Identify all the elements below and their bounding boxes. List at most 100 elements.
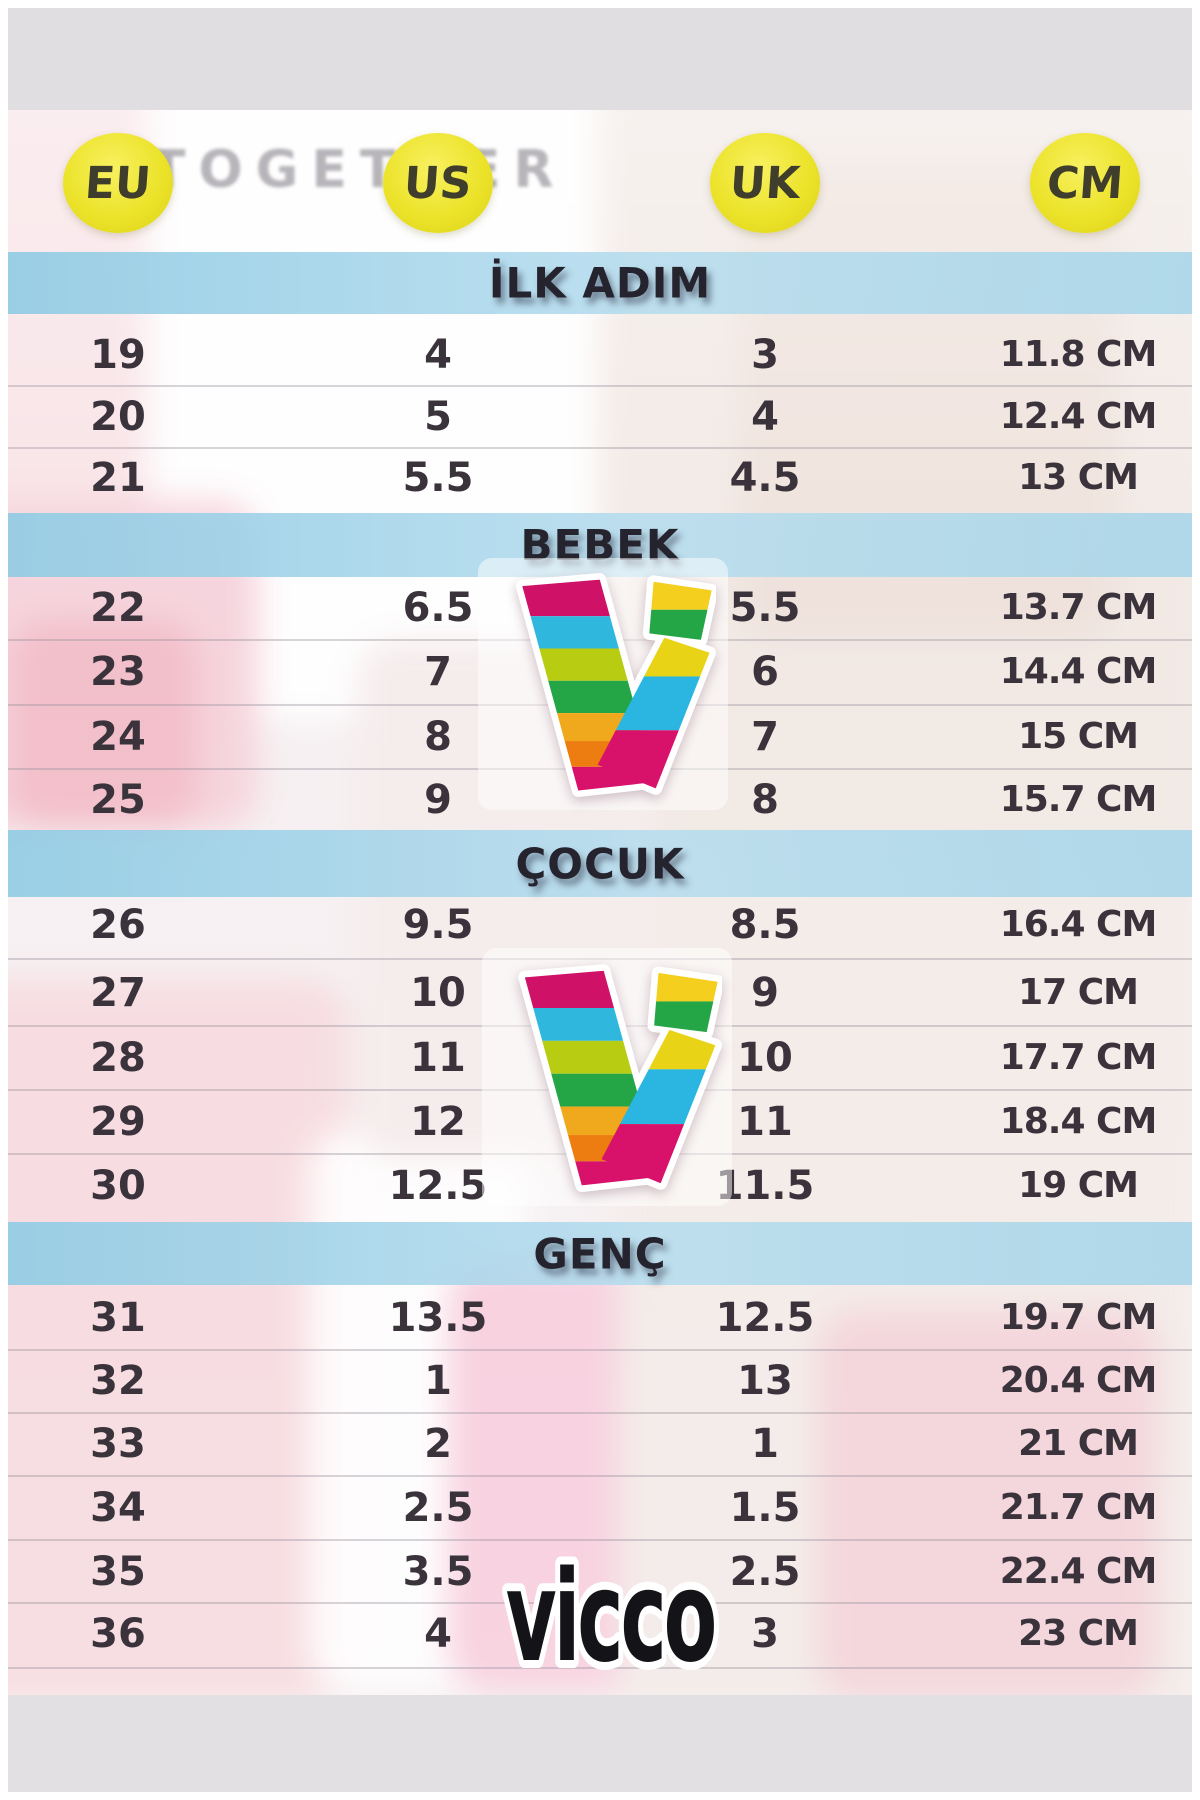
cell-uk: 1 xyxy=(751,1421,779,1467)
cell-cm: 21.7 CM xyxy=(999,1487,1158,1528)
size-row: 21 5.5 4.5 13 CM xyxy=(0,452,1200,504)
column-header-us: US xyxy=(383,133,493,233)
cell-cm: 16.4 CM xyxy=(999,904,1158,945)
cell-cm: 19 CM xyxy=(1018,1165,1139,1206)
row-separator xyxy=(8,1602,1192,1604)
vicco-wordmark: vicco xyxy=(448,1537,772,1700)
cell-us: 11 xyxy=(410,1035,466,1081)
cell-uk: 7 xyxy=(751,714,779,760)
size-row: 30 12.5 11.5 19 CM xyxy=(0,1160,1200,1212)
size-row: 32 1 13 20.4 CM xyxy=(0,1355,1200,1407)
section-label: GENÇ xyxy=(533,1229,667,1278)
rainbow-v-icon xyxy=(515,573,716,797)
cell-uk: 4.5 xyxy=(729,455,801,501)
cell-eu: 33 xyxy=(90,1421,146,1467)
size-row: 36 4 3 23 CM xyxy=(0,1608,1200,1660)
photo-background xyxy=(8,110,1192,1695)
cell-uk: 11.5 xyxy=(715,1163,815,1209)
cell-uk: 11 xyxy=(737,1099,793,1145)
size-row: 27 10 9 17 CM xyxy=(0,967,1200,1019)
size-row: 20 5 4 12.4 CM xyxy=(0,391,1200,443)
section-band: ÇOCUK xyxy=(8,830,1192,897)
cell-eu: 32 xyxy=(90,1358,146,1404)
cell-us: 8 xyxy=(424,714,452,760)
cell-eu: 36 xyxy=(90,1611,146,1657)
cell-eu: 30 xyxy=(90,1163,146,1209)
cell-cm: 13 CM xyxy=(1018,457,1139,498)
row-separator xyxy=(8,1667,1192,1669)
row-separator xyxy=(8,1475,1192,1477)
cell-cm: 11.8 CM xyxy=(999,334,1158,375)
row-separator xyxy=(8,1539,1192,1541)
cell-cm: 17.7 CM xyxy=(999,1037,1158,1078)
cell-eu: 21 xyxy=(90,455,146,501)
cell-eu: 22 xyxy=(90,585,146,631)
size-row: 23 7 6 14.4 CM xyxy=(0,646,1200,698)
cell-eu: 23 xyxy=(90,649,146,695)
cell-eu: 34 xyxy=(90,1485,146,1531)
cell-cm: 12.4 CM xyxy=(999,396,1158,437)
row-separator xyxy=(8,1348,1192,1351)
background-shirt-text: TOGETHER xyxy=(150,140,567,200)
cell-us: 12 xyxy=(410,1099,466,1145)
cell-us: 4 xyxy=(424,332,452,378)
cell-us: 12.5 xyxy=(388,1163,488,1209)
cell-cm: 23 CM xyxy=(1018,1613,1139,1654)
cell-us: 9.5 xyxy=(402,902,474,948)
rainbow-v-icon xyxy=(518,964,722,1193)
cell-us: 1 xyxy=(424,1358,452,1404)
cell-cm: 15.7 CM xyxy=(999,779,1158,820)
cell-eu: 31 xyxy=(90,1295,146,1341)
cell-uk: 8 xyxy=(751,777,779,823)
vicco-wordmark-text: vicco xyxy=(506,1546,715,1690)
cell-eu: 19 xyxy=(90,332,146,378)
bottom-margin-band xyxy=(8,1695,1192,1792)
cell-uk: 5.5 xyxy=(729,585,801,631)
cell-uk: 13 xyxy=(737,1358,793,1404)
cell-uk: 12.5 xyxy=(715,1295,815,1341)
cell-cm: 19.7 CM xyxy=(999,1297,1158,1338)
size-row: 31 13.5 12.5 19.7 CM xyxy=(0,1292,1200,1344)
cell-uk: 1.5 xyxy=(729,1485,801,1531)
cell-us: 13.5 xyxy=(388,1295,488,1341)
size-row: 29 12 11 18.4 CM xyxy=(0,1096,1200,1148)
cell-uk: 10 xyxy=(737,1035,793,1081)
column-header-uk: UK xyxy=(710,133,820,233)
cell-eu: 25 xyxy=(90,777,146,823)
cell-us: 2.5 xyxy=(402,1485,474,1531)
cell-cm: 17 CM xyxy=(1018,972,1139,1013)
size-row: 33 2 1 21 CM xyxy=(0,1418,1200,1470)
cell-eu: 28 xyxy=(90,1035,146,1081)
cell-us: 7 xyxy=(424,649,452,695)
size-row: 35 3.5 2.5 22.4 CM xyxy=(0,1546,1200,1598)
size-row: 22 6.5 5.5 13.7 CM xyxy=(0,582,1200,634)
cell-us: 6.5 xyxy=(402,585,474,631)
cell-eu: 20 xyxy=(90,394,146,440)
size-row: 26 9.5 8.5 16.4 CM xyxy=(0,899,1200,951)
cell-eu: 29 xyxy=(90,1099,146,1145)
size-row: 24 8 7 15 CM xyxy=(0,711,1200,763)
white-wash-overlay xyxy=(8,110,1192,1695)
cell-eu: 26 xyxy=(90,902,146,948)
cell-us: 5 xyxy=(424,394,452,440)
cell-uk: 3 xyxy=(751,332,779,378)
cell-uk: 6 xyxy=(751,649,779,695)
section-label: ÇOCUK xyxy=(515,839,685,888)
cell-eu: 35 xyxy=(90,1549,146,1595)
cell-eu: 24 xyxy=(90,714,146,760)
section-band: İLK ADIM xyxy=(8,252,1192,314)
cell-cm: 21 CM xyxy=(1018,1423,1139,1464)
cell-cm: 20.4 CM xyxy=(999,1360,1158,1401)
size-row: 28 11 10 17.7 CM xyxy=(0,1032,1200,1084)
cell-uk: 8.5 xyxy=(729,902,801,948)
column-header-eu: EU xyxy=(63,133,173,233)
top-margin-band xyxy=(8,8,1192,110)
cell-us: 10 xyxy=(410,970,466,1016)
cell-cm: 18.4 CM xyxy=(999,1101,1158,1142)
column-header-cm: CM xyxy=(1030,133,1140,233)
cell-us: 3.5 xyxy=(402,1549,474,1595)
cell-cm: 22.4 CM xyxy=(999,1551,1158,1592)
section-label: İLK ADIM xyxy=(488,258,712,308)
size-row: 25 9 8 15.7 CM xyxy=(0,774,1200,826)
row-separator xyxy=(8,385,1192,387)
